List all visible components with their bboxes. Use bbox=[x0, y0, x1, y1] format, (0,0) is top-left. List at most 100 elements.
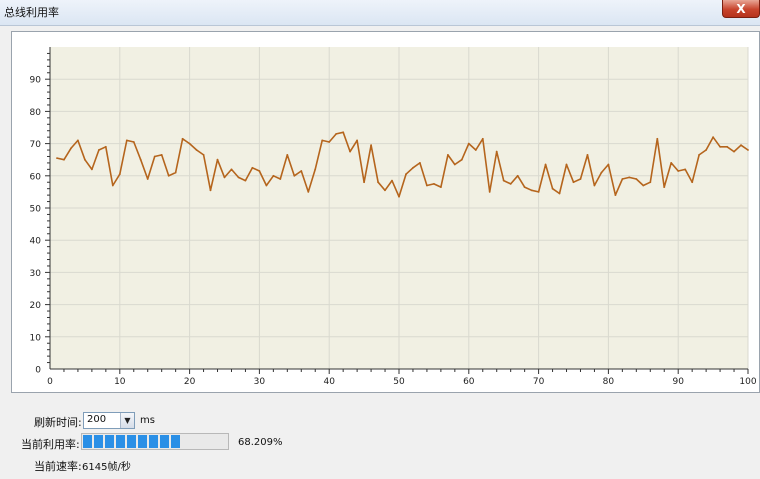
data-point bbox=[516, 174, 519, 177]
data-point bbox=[160, 154, 163, 156]
data-point bbox=[705, 149, 707, 151]
x-tick-label: 90 bbox=[672, 377, 684, 387]
y-tick-label: 20 bbox=[30, 301, 42, 311]
close-button[interactable]: X bbox=[722, 0, 760, 18]
data-point bbox=[523, 186, 526, 189]
data-point bbox=[579, 178, 582, 180]
close-icon: X bbox=[736, 1, 746, 16]
data-point bbox=[433, 183, 435, 185]
chart-panel: 0 10 20 30 40 50 60 70 80 90 0 10 20 30 40 50 60 70 80 90 10… bbox=[11, 31, 760, 393]
data-point bbox=[356, 139, 358, 142]
data-point bbox=[670, 162, 673, 164]
y-tick-label: 30 bbox=[30, 269, 42, 279]
data-point bbox=[251, 166, 254, 169]
data-point bbox=[649, 181, 652, 184]
data-point bbox=[614, 194, 617, 197]
y-tick-label: 80 bbox=[30, 108, 42, 118]
data-point bbox=[719, 145, 721, 148]
data-point bbox=[118, 173, 121, 176]
data-point bbox=[656, 137, 659, 140]
data-point bbox=[125, 139, 128, 142]
data-point bbox=[314, 168, 317, 171]
data-point bbox=[91, 168, 93, 171]
utilization-label: 当前利用率: bbox=[21, 438, 80, 451]
data-point bbox=[391, 179, 393, 182]
data-point bbox=[488, 191, 491, 193]
data-point bbox=[663, 186, 666, 189]
data-point bbox=[377, 181, 379, 184]
utilization-value: 68.209% bbox=[238, 437, 283, 448]
data-point bbox=[712, 136, 714, 139]
x-tick-label: 100 bbox=[739, 377, 756, 387]
data-point bbox=[481, 137, 484, 140]
data-point bbox=[691, 181, 694, 184]
data-point bbox=[537, 191, 540, 193]
data-point bbox=[272, 174, 275, 177]
data-point bbox=[747, 149, 749, 151]
y-tick-label: 0 bbox=[35, 366, 41, 376]
utilization-progress-bar bbox=[81, 433, 229, 450]
data-point bbox=[495, 150, 498, 153]
data-point bbox=[628, 176, 631, 179]
data-point bbox=[321, 139, 324, 142]
data-point bbox=[98, 149, 100, 151]
rate-value: 6145帧/秒 bbox=[82, 462, 131, 473]
data-point bbox=[84, 158, 86, 161]
refresh-time-select[interactable]: 200 ▼ bbox=[83, 412, 135, 429]
data-point bbox=[453, 163, 456, 166]
data-point bbox=[279, 178, 282, 180]
data-point bbox=[223, 176, 226, 179]
data-point bbox=[286, 154, 289, 156]
data-point bbox=[740, 144, 742, 147]
utilization-progress-fill bbox=[83, 435, 180, 448]
data-point bbox=[181, 137, 184, 140]
data-point bbox=[384, 189, 386, 192]
window-titlebar: 总线利用率 X bbox=[0, 0, 760, 26]
refresh-time-label: 刷新时间: bbox=[34, 416, 82, 429]
data-point bbox=[586, 154, 589, 156]
chevron-down-icon[interactable]: ▼ bbox=[120, 413, 134, 428]
data-point bbox=[509, 183, 512, 185]
data-point bbox=[244, 179, 247, 182]
data-point bbox=[502, 179, 505, 182]
data-point bbox=[146, 178, 149, 180]
bus-utilization-chart: 0 10 20 30 40 50 60 70 80 90 0 10 20 30 40 50 60 70 80 90 10… bbox=[30, 47, 757, 387]
x-tick-label: 60 bbox=[463, 377, 475, 387]
rate-label: 当前速率: bbox=[34, 460, 82, 473]
data-point bbox=[440, 186, 442, 189]
data-point bbox=[426, 184, 428, 187]
data-point bbox=[684, 168, 687, 171]
data-point bbox=[370, 144, 372, 147]
data-point bbox=[70, 147, 72, 150]
data-point bbox=[230, 168, 233, 171]
data-point bbox=[132, 141, 135, 143]
y-tick-label: 70 bbox=[30, 140, 42, 150]
data-point bbox=[398, 195, 400, 198]
data-point bbox=[265, 184, 268, 187]
data-point bbox=[174, 171, 177, 174]
data-point bbox=[349, 150, 351, 153]
data-point bbox=[607, 163, 610, 166]
data-point bbox=[258, 170, 261, 172]
y-tick-label: 60 bbox=[30, 172, 42, 182]
y-tick-label: 10 bbox=[30, 333, 42, 343]
data-point bbox=[195, 149, 198, 151]
x-tick-label: 0 bbox=[47, 377, 53, 387]
y-tick-label: 90 bbox=[30, 76, 42, 86]
data-point bbox=[551, 187, 554, 190]
data-point bbox=[300, 170, 303, 172]
data-point bbox=[726, 145, 728, 148]
data-point bbox=[419, 162, 421, 164]
data-point bbox=[642, 184, 645, 187]
data-point bbox=[167, 174, 170, 177]
data-point bbox=[635, 178, 638, 180]
x-tick-label: 70 bbox=[533, 377, 545, 387]
data-point bbox=[104, 145, 107, 148]
data-point bbox=[209, 189, 212, 192]
data-point bbox=[474, 149, 477, 151]
data-point bbox=[733, 150, 735, 153]
x-tick-label: 40 bbox=[323, 377, 335, 387]
data-point bbox=[572, 181, 575, 184]
data-point bbox=[153, 155, 156, 158]
x-tick-label: 10 bbox=[114, 377, 126, 387]
